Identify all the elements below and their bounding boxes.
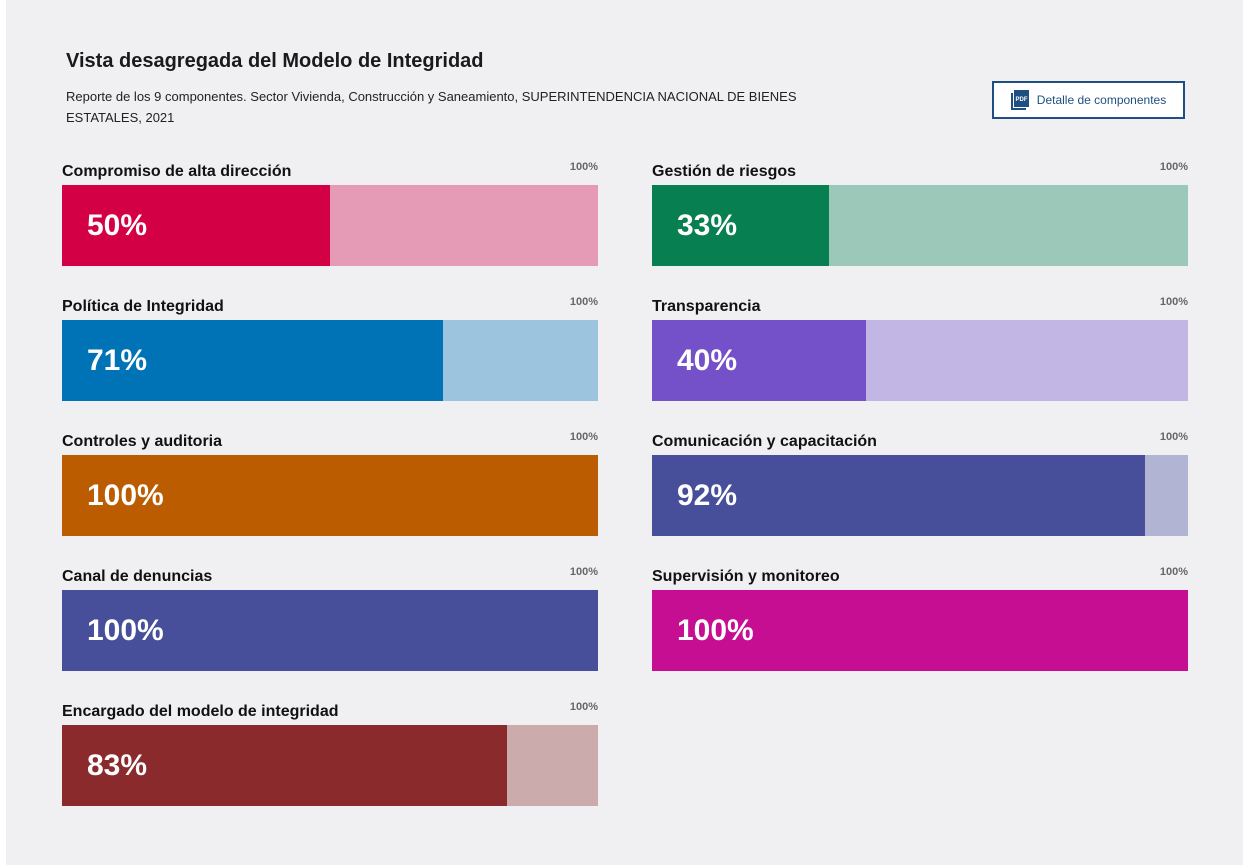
component-name: Política de Integridad bbox=[62, 298, 224, 315]
component-bar-track: 50% bbox=[62, 185, 598, 266]
component-percentage: 100% bbox=[677, 614, 754, 647]
component-max-label: 100% bbox=[569, 161, 598, 173]
integrity-panel: Vista desagregada del Modelo de Integrid… bbox=[6, 0, 1243, 865]
component-card: Comunicación y capacitación 100% 92% bbox=[652, 431, 1188, 551]
svg-text:PDF: PDF bbox=[1015, 97, 1027, 103]
component-bar-fill bbox=[62, 185, 330, 266]
page-title: Vista desagregada del Modelo de Integrid… bbox=[66, 50, 484, 72]
component-max-label: 100% bbox=[569, 431, 598, 443]
component-bar-track: 92% bbox=[652, 455, 1188, 536]
component-card: Gestión de riesgos 100% 33% bbox=[652, 161, 1188, 281]
component-bar-fill bbox=[652, 590, 1188, 671]
component-bar-fill bbox=[652, 185, 829, 266]
component-bar-track: 100% bbox=[62, 455, 598, 536]
component-max-label: 100% bbox=[569, 701, 598, 713]
component-percentage: 33% bbox=[677, 209, 738, 242]
component-max-label: 100% bbox=[1159, 161, 1188, 173]
component-bar-track: 83% bbox=[62, 725, 598, 806]
component-percentage: 50% bbox=[87, 209, 148, 242]
pdf-file-icon: PDF bbox=[1010, 90, 1029, 110]
component-percentage: 83% bbox=[87, 749, 148, 782]
component-bar-fill bbox=[62, 320, 443, 401]
component-name: Controles y auditoria bbox=[62, 433, 223, 450]
component-percentage: 100% bbox=[87, 614, 164, 647]
component-name: Supervisión y monitoreo bbox=[652, 568, 840, 585]
component-bar-fill bbox=[62, 725, 507, 806]
component-card: Supervisión y monitoreo 100% 100% bbox=[652, 566, 1188, 686]
component-max-label: 100% bbox=[569, 566, 598, 578]
component-card: Compromiso de alta dirección 100% 50% bbox=[62, 161, 598, 281]
component-max-label: 100% bbox=[1159, 431, 1188, 443]
component-bar-fill bbox=[62, 455, 598, 536]
component-percentage: 40% bbox=[677, 344, 738, 377]
component-percentage: 100% bbox=[87, 479, 164, 512]
pdf-button-label: Detalle de componentes bbox=[1036, 93, 1167, 107]
component-max-label: 100% bbox=[1159, 566, 1188, 578]
component-name: Transparencia bbox=[652, 298, 761, 315]
component-card: Controles y auditoria 100% 100% bbox=[62, 431, 598, 551]
component-max-label: 100% bbox=[569, 296, 598, 308]
component-card: Política de Integridad 100% 71% bbox=[62, 296, 598, 416]
component-name: Comunicación y capacitación bbox=[652, 433, 877, 450]
component-name: Canal de denuncias bbox=[62, 568, 213, 585]
component-bar-track: 100% bbox=[62, 590, 598, 671]
component-bar-fill bbox=[652, 320, 866, 401]
component-bar-track: 100% bbox=[652, 590, 1188, 671]
component-card: Transparencia 100% 40% bbox=[652, 296, 1188, 416]
page-subtitle: Reporte de los 9 componentes. Sector Viv… bbox=[66, 89, 797, 125]
component-max-label: 100% bbox=[1159, 296, 1188, 308]
component-percentage: 71% bbox=[87, 344, 148, 377]
component-bar-fill bbox=[652, 455, 1145, 536]
component-card: Canal de denuncias 100% 100% bbox=[62, 566, 598, 686]
component-name: Encargado del modelo de integridad bbox=[62, 703, 339, 720]
component-bar-track: 40% bbox=[652, 320, 1188, 401]
component-percentage: 92% bbox=[677, 479, 738, 512]
component-detail-pdf-button[interactable]: PDF Detalle de componentes bbox=[992, 81, 1185, 119]
component-name: Compromiso de alta dirección bbox=[62, 163, 292, 180]
component-name: Gestión de riesgos bbox=[652, 163, 797, 180]
component-bar-track: 33% bbox=[652, 185, 1188, 266]
component-bar-track: 71% bbox=[62, 320, 598, 401]
component-card: Encargado del modelo de integridad 100% 83… bbox=[62, 701, 598, 821]
component-bar-fill bbox=[62, 590, 598, 671]
